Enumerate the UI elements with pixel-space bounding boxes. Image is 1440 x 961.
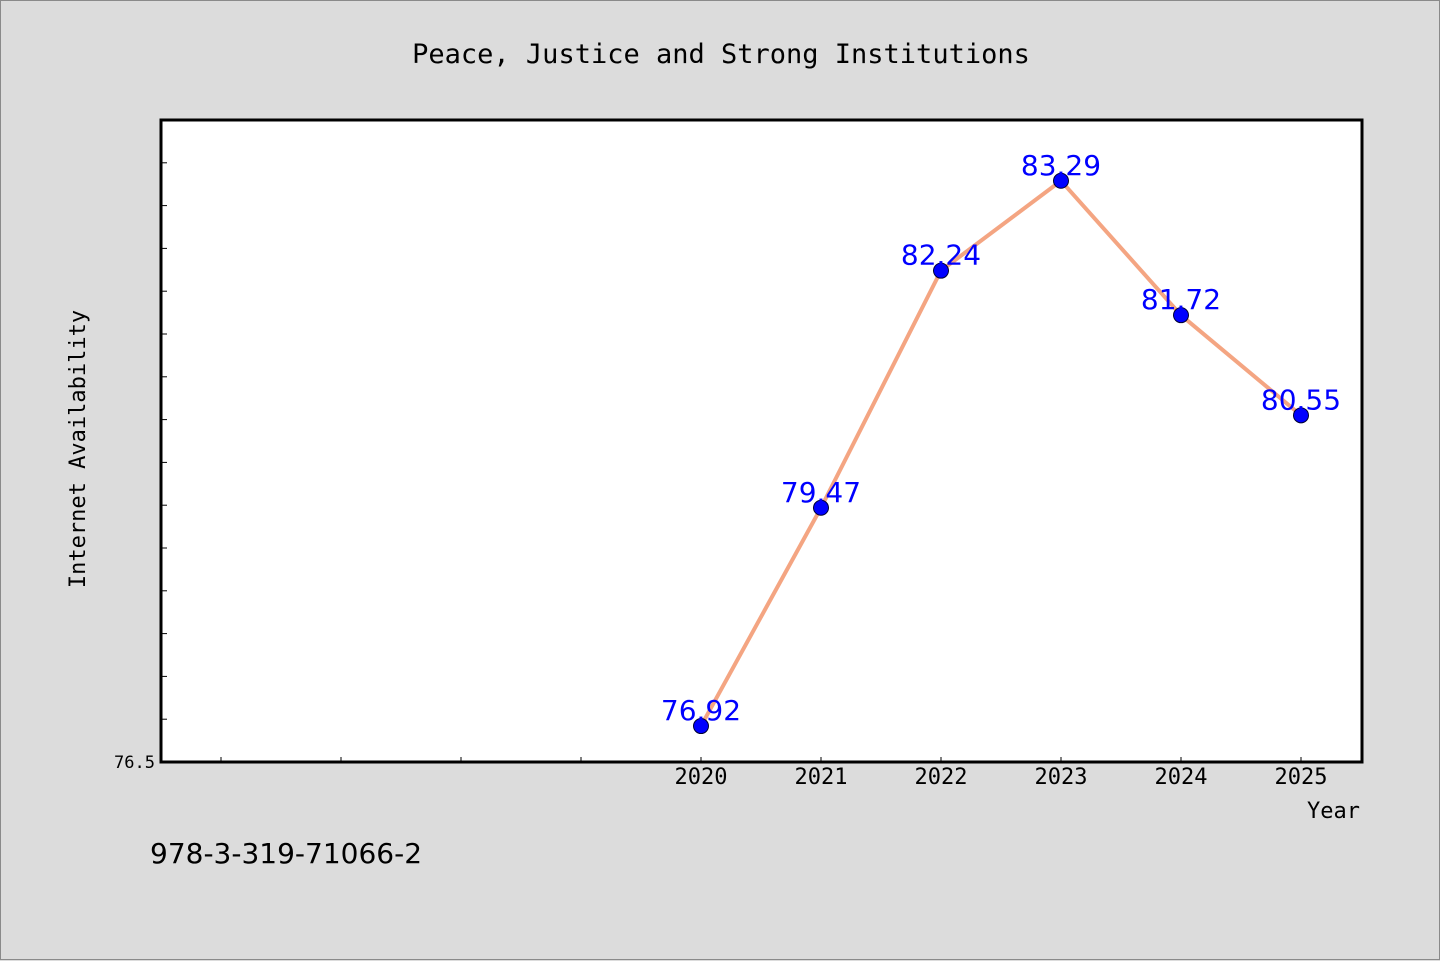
x-axis-label: Year [1307,799,1360,824]
x-tick-label: 2021 [795,765,848,790]
plot-area [159,118,1364,764]
data-label: 76.92 [661,694,741,727]
data-label: 83.29 [1021,149,1101,182]
x-tick-label: 2023 [1035,765,1088,790]
data-point [933,262,949,279]
footer-identifier: 978-3-319-71066-2 [150,837,422,870]
data-point [1293,407,1309,424]
data-point [1173,307,1189,324]
series-line [699,178,1303,728]
data-labels: 76.92 79.47 82.24 83.29 81.72 80.55 [661,149,1341,727]
data-point [693,718,709,735]
x-axis-tick-labels: 2020 2021 2022 2023 2024 2025 [675,765,1328,790]
x-tick-label: 2025 [1275,765,1328,790]
data-point [1053,172,1069,189]
chart-title: Peace, Justice and Strong Institutions [412,39,1030,70]
y-tick-label: 76.5 [114,753,155,773]
data-label: 82.24 [901,239,981,272]
y-axis-label: Internet Availability [66,310,91,588]
data-label: 81.72 [1141,283,1221,316]
data-label: 80.55 [1261,383,1341,416]
x-tick-label: 2022 [915,765,968,790]
y-axis-tick-labels: 76.5 [114,753,155,773]
axis-ticks [161,162,1302,763]
data-label: 79.47 [781,476,861,509]
x-tick-label: 2020 [675,765,728,790]
data-point [813,499,829,516]
data-points [693,172,1309,735]
x-tick-label: 2024 [1155,765,1208,790]
